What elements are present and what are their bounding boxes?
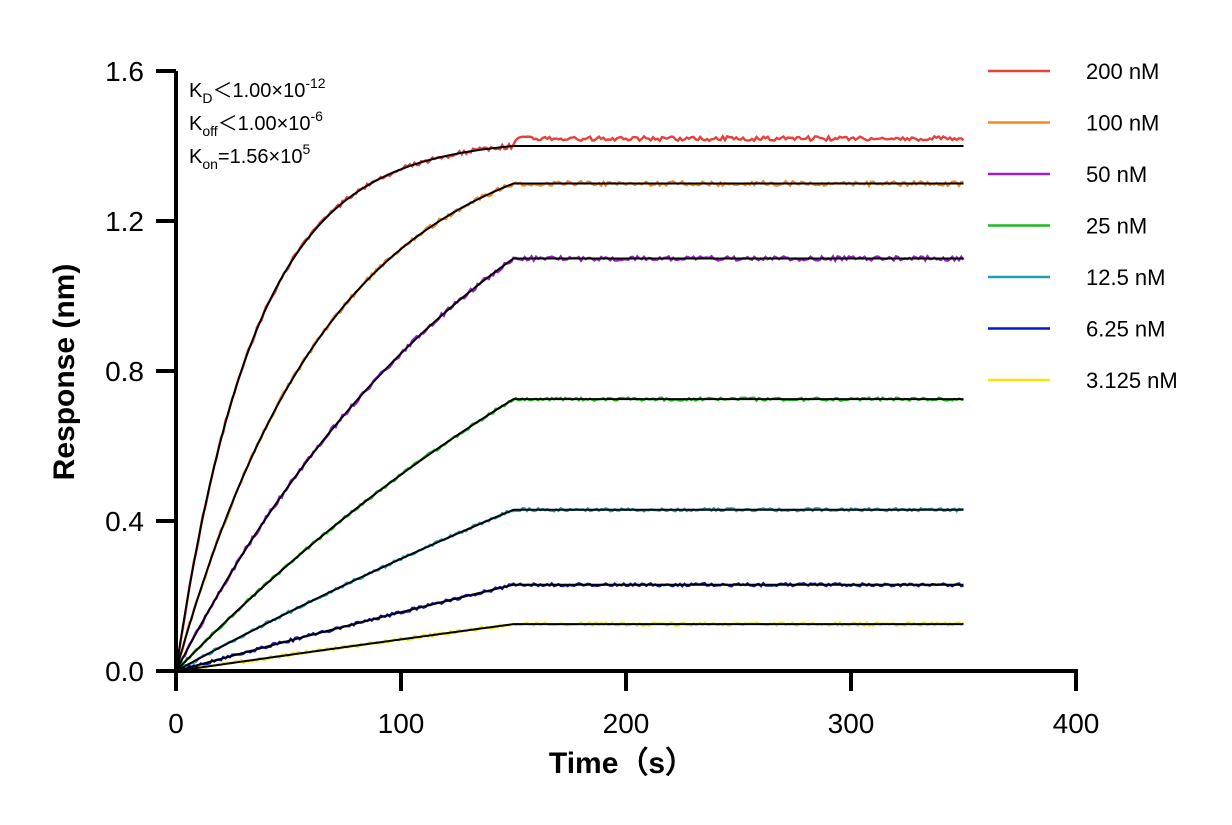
observed-curve-6-25-nM xyxy=(175,581,964,673)
legend-label: 50 nM xyxy=(1086,162,1147,187)
legend-label: 25 nM xyxy=(1086,214,1147,239)
observed-curve-12-5-nM xyxy=(175,506,964,673)
observed-curve-200-nM xyxy=(174,133,965,672)
y-tick-label: 0.8 xyxy=(105,356,144,387)
axes-layer: 0 100 200 300 400 0.0 0.4 0.8 1.2 1.6 xyxy=(105,56,1099,739)
y-tick-label: 0.4 xyxy=(105,506,144,537)
fit-curve-6-25-nM xyxy=(175,583,964,672)
legend-label: 200 nM xyxy=(1086,59,1159,84)
koff-annotation: Koff＜1.00×10-6 xyxy=(189,108,323,139)
legend-label: 3.125 nM xyxy=(1086,368,1178,393)
fit-curve-100-nM xyxy=(175,182,964,672)
fit-curve-200-nM xyxy=(175,145,964,672)
y-tick-label: 0.0 xyxy=(105,656,144,687)
fit-curve-50-nM xyxy=(175,257,964,672)
x-tick-label: 200 xyxy=(603,708,650,739)
legend-label: 12.5 nM xyxy=(1086,265,1166,290)
x-tick-label: 0 xyxy=(168,708,184,739)
x-tick-label: 300 xyxy=(828,708,875,739)
x-tick-label: 400 xyxy=(1053,708,1100,739)
x-tick-label: 100 xyxy=(378,708,425,739)
kon-annotation: Kon=1.56×105 xyxy=(189,141,310,172)
fit-curve-3-125-nM xyxy=(175,623,964,672)
y-tick-label: 1.2 xyxy=(105,206,144,237)
y-axis-title: Response (nm) xyxy=(48,264,81,481)
legend-label: 100 nM xyxy=(1086,111,1159,136)
legend: 200 nM 100 nM 50 nM 25 nM 12.5 nM 6.25 nM 3.12… xyxy=(988,59,1178,393)
observed-curve-3-125-nM xyxy=(175,620,965,673)
y-tick-label: 1.6 xyxy=(105,56,144,87)
fit-curve-12-5-nM xyxy=(175,508,964,672)
series-layer xyxy=(174,133,965,673)
fit-curve-25-nM xyxy=(175,398,964,672)
kd-annotation: KD＜1.00×10-12 xyxy=(189,75,326,106)
legend-label: 6.25 nM xyxy=(1086,317,1166,342)
observed-curve-25-nM xyxy=(175,396,964,672)
x-axis-title: Time（s） xyxy=(549,746,695,780)
